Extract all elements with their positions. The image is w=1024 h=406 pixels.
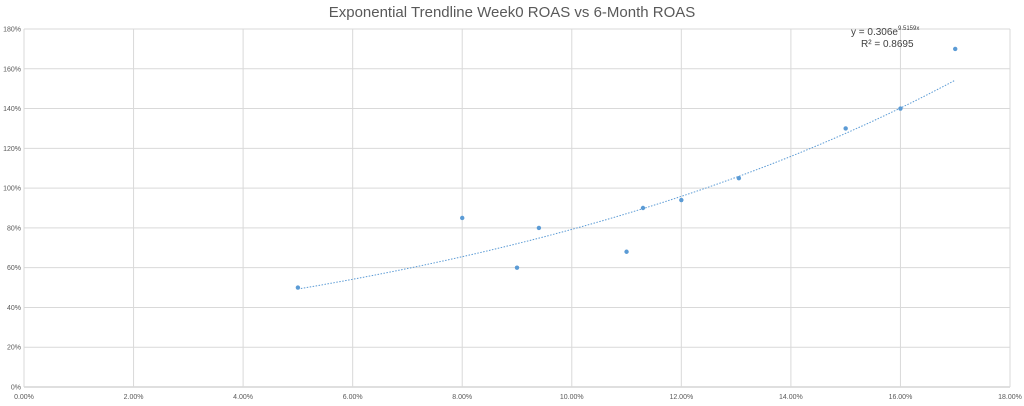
x-tick-label: 6.00%	[343, 394, 363, 401]
x-tick-label: 14.00%	[779, 394, 803, 401]
y-tick-label: 120%	[3, 146, 21, 153]
y-tick-label: 60%	[7, 265, 21, 272]
chart-title: Exponential Trendline Week0 ROAS vs 6-Mo…	[329, 4, 696, 21]
data-point	[514, 265, 520, 270]
y-tick-label: 140%	[3, 106, 21, 113]
x-tick-label: 0.00%	[14, 394, 34, 401]
x-tick-label: 2.00%	[124, 394, 144, 401]
x-tick-label: 12.00%	[669, 394, 693, 401]
y-tick-label: 0%	[11, 385, 21, 392]
trendline-r-squared: R² = 0.8695	[861, 39, 914, 50]
data-points	[295, 46, 958, 290]
x-tick-label: 4.00%	[233, 394, 253, 401]
trendline	[297, 79, 956, 290]
trendline-equation-prefix: y = 0.306e	[851, 27, 898, 38]
data-point	[460, 215, 465, 221]
y-tick-label: 80%	[7, 225, 21, 232]
data-point	[640, 205, 646, 211]
x-tick-labels: 0.00% 2.00% 4.00% 6.00% 8.00% 10.00% 12.00% 14.…	[14, 394, 1022, 401]
trendline-equation: y = 0.306e9.5159x	[851, 26, 919, 38]
trendline-equation-exponent: 9.5159x	[898, 26, 919, 32]
data-point	[898, 106, 903, 111]
y-tick-label: 160%	[3, 66, 21, 73]
y-tick-label: 40%	[7, 305, 21, 312]
data-point	[295, 285, 301, 290]
y-tick-label: 100%	[3, 186, 21, 193]
data-point	[953, 46, 958, 52]
data-point	[736, 175, 742, 181]
data-point	[536, 225, 542, 231]
grid-lines	[23, 28, 1011, 388]
y-tick-label: 180%	[3, 27, 21, 34]
data-point	[679, 197, 684, 203]
y-tick-label: 20%	[7, 345, 21, 352]
x-tick-label: 18.00%	[998, 394, 1022, 401]
y-tick-labels: 0% 20% 40% 60% 80% 100% 120% 140% 160% 180%	[3, 27, 21, 392]
x-tick-label: 10.00%	[560, 394, 584, 401]
data-point	[843, 126, 848, 131]
x-tick-label: 16.00%	[889, 394, 913, 401]
data-point	[624, 249, 629, 254]
x-tick-label: 8.00%	[452, 394, 472, 401]
